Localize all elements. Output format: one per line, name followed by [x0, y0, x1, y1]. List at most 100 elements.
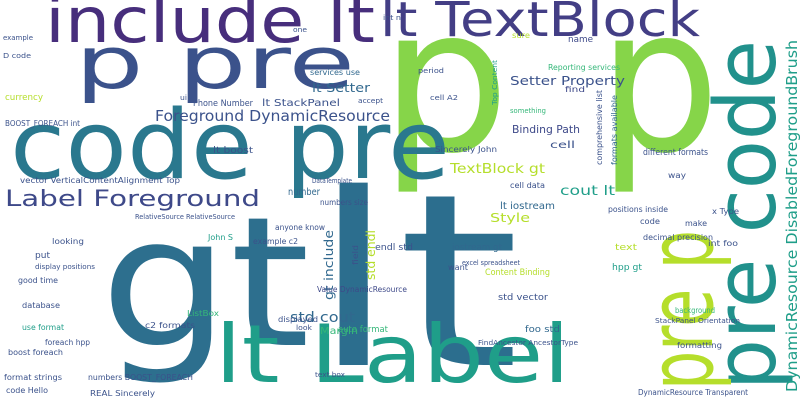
- word: pre code: [697, 40, 796, 390]
- word: lt: [310, 142, 520, 400]
- word: put: [35, 251, 50, 261]
- word: display positions: [35, 263, 95, 271]
- word: Setter Property: [510, 74, 625, 88]
- word: numbers size: [320, 198, 368, 207]
- word: ListBox: [187, 309, 219, 318]
- word: BOOST_FOREACH int: [5, 119, 80, 128]
- word: D code: [3, 52, 31, 60]
- word: positions inside: [608, 205, 668, 214]
- word: Phone Number: [193, 99, 253, 109]
- word: pre p: [629, 230, 734, 390]
- word: foo std: [525, 325, 560, 335]
- word: Binding Path: [512, 123, 580, 136]
- word: vector VerticalContentAlignment Top: [20, 176, 180, 185]
- word: Foreground DynamicResource: [155, 107, 390, 125]
- word: cell A2: [430, 94, 458, 102]
- word: code pre: [10, 91, 450, 201]
- word: something: [510, 107, 546, 115]
- word: p: [380, 0, 510, 198]
- word: code: [640, 217, 660, 226]
- word: gt include: [322, 230, 336, 300]
- word: period: [418, 67, 444, 75]
- word: lt TextBlock: [380, 0, 700, 48]
- word: decimal precision: [643, 233, 713, 242]
- word: std vector: [498, 293, 548, 303]
- word: format strings: [4, 373, 62, 382]
- word: cout lt: [560, 184, 615, 199]
- word: std endl: [364, 230, 378, 280]
- word: background: [675, 306, 715, 315]
- word: TextBlock gt: [449, 162, 545, 177]
- word: hpp gt: [612, 263, 642, 273]
- word: StackPanel Orientation: [655, 317, 740, 325]
- word: number: [288, 187, 321, 198]
- word: comprehensive list: [595, 90, 604, 165]
- word: sure: [512, 31, 530, 40]
- word: gt: [100, 179, 310, 388]
- word: currency: [5, 93, 44, 103]
- word: lt iostream: [500, 201, 555, 212]
- word: database: [22, 301, 60, 310]
- word: lt boost: [213, 146, 254, 156]
- word: endl std: [375, 243, 413, 253]
- word: text box: [315, 371, 345, 379]
- word: accept: [358, 97, 383, 105]
- word: services use: [310, 68, 360, 77]
- word: lt Setter: [312, 81, 370, 95]
- word: anyone know: [275, 223, 325, 232]
- word: code Hello: [6, 386, 48, 395]
- word: looking: [52, 237, 84, 246]
- word: include lt: [45, 0, 375, 57]
- word: DynamicResource Transparent: [638, 388, 748, 397]
- word: std cout: [290, 310, 356, 326]
- word: displayed: [278, 315, 318, 324]
- word: good time: [18, 276, 58, 285]
- word: use format: [22, 323, 64, 332]
- word: formatting: [677, 341, 722, 350]
- word: look: [296, 324, 313, 332]
- word: name: [568, 35, 593, 45]
- word: boost foreach: [8, 348, 63, 357]
- word: Style: [490, 211, 530, 225]
- word: different formats: [643, 148, 708, 158]
- word: one: [293, 26, 307, 34]
- word: John S: [207, 233, 233, 242]
- word: find: [565, 85, 585, 94]
- word: text: [615, 243, 638, 253]
- word: Margin: [320, 326, 358, 337]
- word: cell: [550, 140, 575, 151]
- word: DynamicResource DisabledForegroundBrush: [783, 40, 800, 392]
- word: foreach hpp: [45, 338, 90, 347]
- word: FindAncestor AncestorType: [478, 339, 578, 347]
- word: c2 formats: [145, 321, 195, 330]
- word: Reporting services: [548, 63, 620, 72]
- word: want: [448, 263, 468, 272]
- word: Sincerely John: [435, 145, 497, 154]
- word: auto format: [338, 325, 388, 335]
- word: DataTemplate: [312, 177, 352, 185]
- word: make: [685, 219, 707, 228]
- word: cell data: [510, 181, 545, 190]
- word: p: [598, 0, 720, 198]
- word: Top Content: [491, 60, 499, 106]
- word: lt StackPanel: [262, 98, 340, 109]
- word: Value DynamicResource: [317, 285, 407, 294]
- word: formats available: [610, 95, 619, 165]
- word: iostream gt: [452, 243, 502, 253]
- word: way: [668, 171, 686, 180]
- word: example c2: [253, 237, 298, 246]
- word: int n: [383, 14, 401, 22]
- word: ui: [180, 94, 187, 102]
- word: Content Binding: [485, 268, 550, 278]
- word: field: [351, 245, 360, 265]
- word: Label Foreground: [5, 187, 260, 212]
- word: numbers BOOST_FOREACH: [88, 373, 193, 382]
- word: p pre: [75, 21, 355, 105]
- word: excel spreadsheet: [462, 259, 520, 267]
- word: lt Label: [215, 308, 570, 400]
- word: int foo: [708, 239, 738, 248]
- word: RelativeSource RelativeSource: [135, 213, 235, 221]
